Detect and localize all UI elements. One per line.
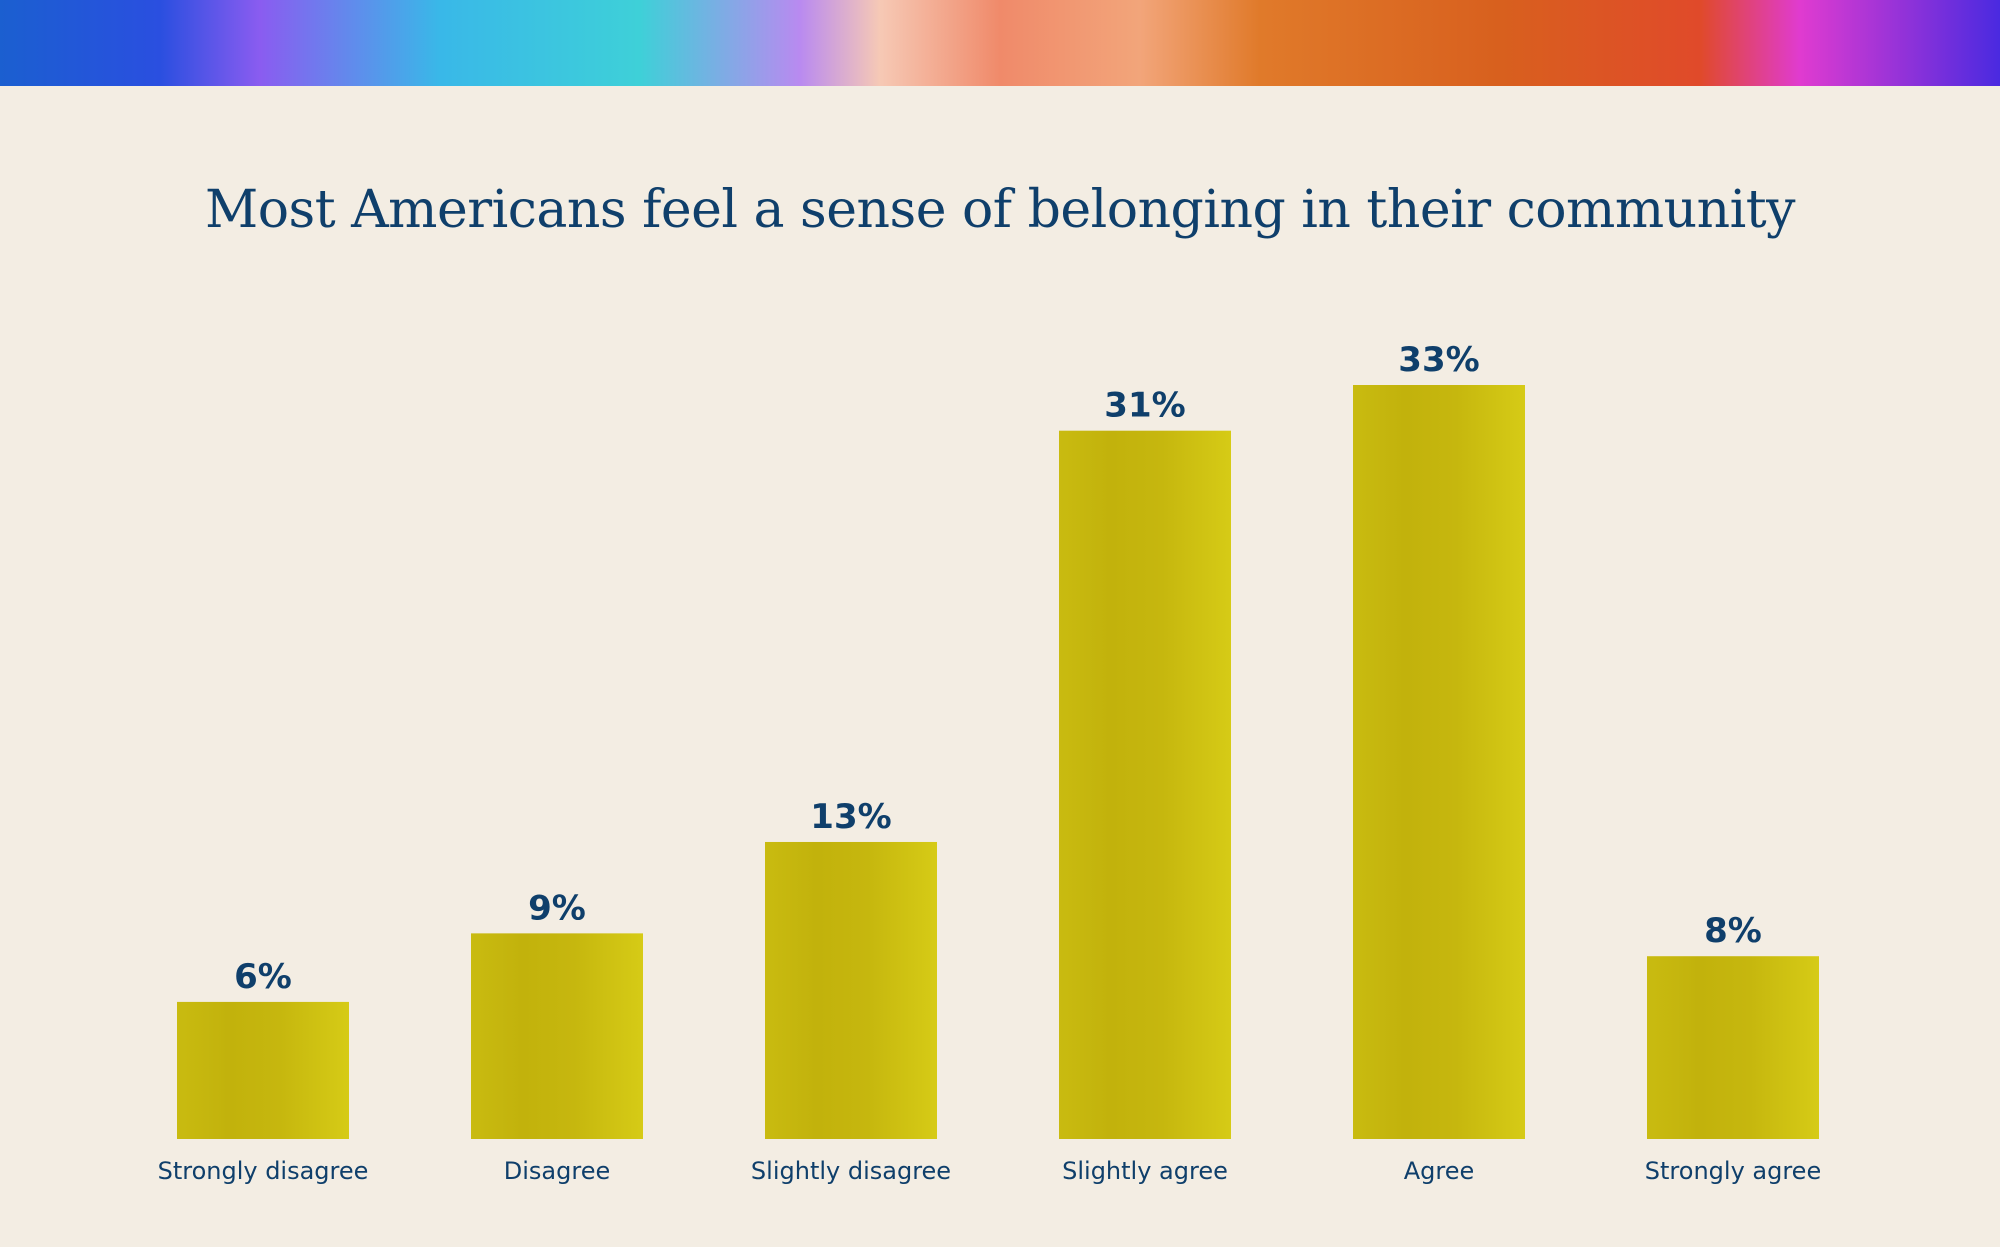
bar-agree [1353, 385, 1525, 1139]
bar-slightly-disagree [765, 841, 937, 1139]
value-label: 31% [1104, 386, 1185, 426]
category-label: Strongly agree [1645, 1157, 1821, 1185]
value-label: 9% [528, 888, 586, 928]
value-label: 8% [1704, 911, 1762, 951]
category-label: Agree [1404, 1157, 1475, 1185]
bar-disagree [471, 933, 643, 1139]
value-label: 33% [1398, 340, 1479, 380]
category-label: Disagree [504, 1157, 610, 1185]
chart-title: Most Americans feel a sense of belonging… [204, 180, 1796, 240]
category-label: Slightly agree [1062, 1157, 1228, 1185]
category-label: Slightly disagree [751, 1157, 951, 1185]
category-label: Strongly disagree [158, 1157, 369, 1185]
bar-strongly-agree [1647, 956, 1819, 1139]
bar-strongly-disagree [177, 1001, 349, 1139]
value-label: 6% [234, 957, 292, 997]
bar-slightly-agree [1059, 430, 1231, 1139]
decorative-banner [0, 0, 2000, 86]
value-label: 13% [810, 797, 891, 837]
